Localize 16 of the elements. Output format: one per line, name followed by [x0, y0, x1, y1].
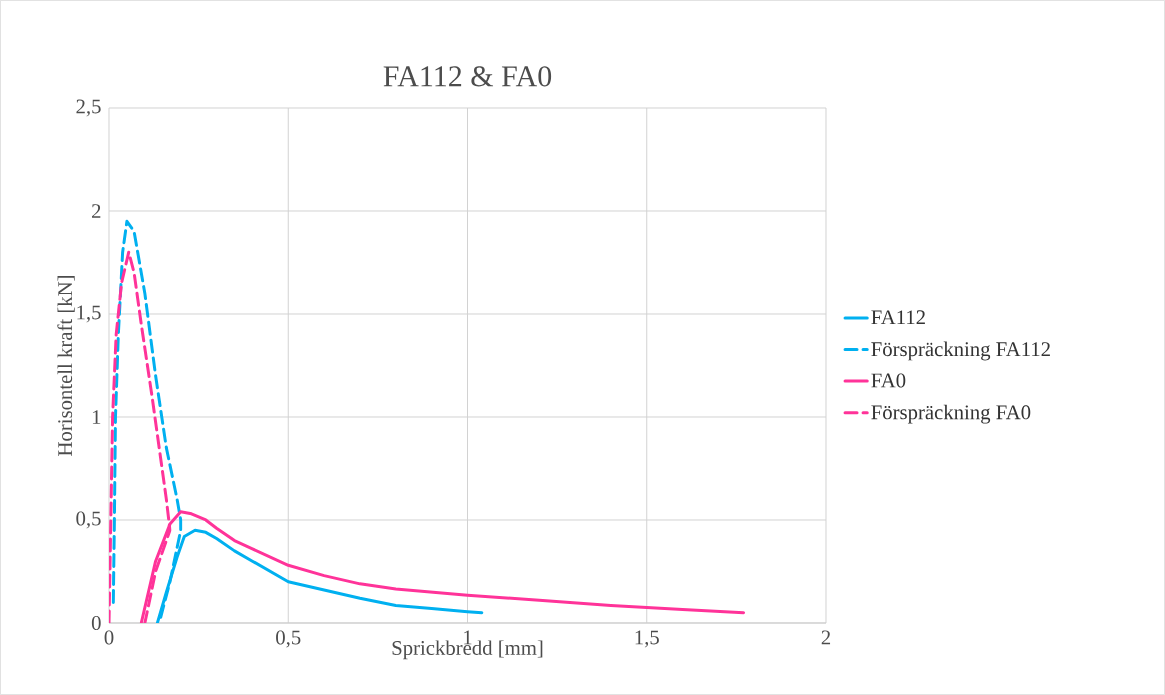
y-tick-label: 1,5: [77, 305, 101, 323]
y-tick-label: 0,5: [76, 511, 101, 529]
y-tick-label: 0: [91, 616, 101, 630]
x-tick-label: 0: [104, 630, 114, 645]
legend-label: FA0: [871, 373, 906, 388]
legend-label: Förspräckning FA0: [871, 404, 1031, 424]
y-tick-label: 1: [92, 410, 101, 424]
y-tick-label: 2,5: [76, 99, 101, 117]
x-tick-label: 2: [821, 630, 831, 645]
y-axis-title: Horisontell kraft [kN]: [57, 276, 75, 456]
legend-label: Förspräckning FA112: [871, 341, 1050, 361]
y-tick-label: 2: [92, 204, 101, 218]
chart-title: FA112 & FA0: [383, 66, 552, 87]
x-tick-label: 1,5: [635, 630, 659, 648]
x-tick-label: 0,5: [276, 630, 301, 648]
legend-label: FA112: [871, 310, 925, 325]
